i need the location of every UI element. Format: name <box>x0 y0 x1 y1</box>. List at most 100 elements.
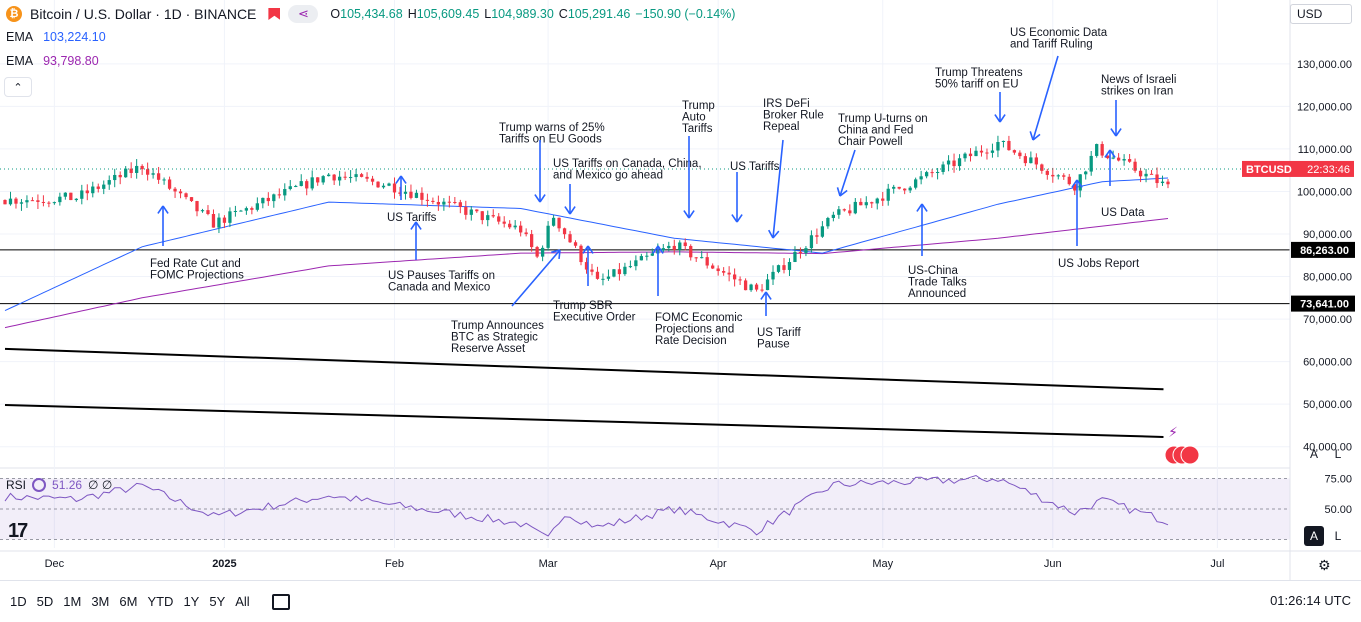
candle-body <box>8 198 13 205</box>
candle-body <box>990 150 995 153</box>
clock-readout[interactable]: 01:26:14 UTC <box>1270 593 1351 608</box>
candle-body <box>793 251 797 262</box>
arrowhead <box>1110 128 1117 137</box>
annotation[interactable]: US Tariffs on Canada, China,and Mexico g… <box>553 158 702 215</box>
ema-short-legend[interactable]: EMA 103,224.10 <box>6 30 106 44</box>
range-button-3m[interactable]: 3M <box>91 594 110 609</box>
flag-badge-icon[interactable] <box>1164 445 1200 465</box>
candle-body <box>30 200 35 202</box>
auto-scale-button[interactable]: A <box>1309 447 1318 461</box>
range-button-5y[interactable]: 5Y <box>209 594 226 609</box>
trend-line[interactable] <box>4 347 1164 391</box>
annotation-text: FOMC Projections <box>150 270 244 282</box>
arrowhead <box>736 214 743 223</box>
range-button-ytd[interactable]: YTD <box>147 594 174 609</box>
range-button-1d[interactable]: 1D <box>10 594 27 609</box>
share-icon[interactable]: ⋖ <box>288 5 319 23</box>
candle-body <box>820 226 825 237</box>
gear-icon[interactable]: ⚙ <box>1318 557 1331 573</box>
rsi-settings-icon[interactable] <box>32 478 47 492</box>
candle-body <box>497 216 501 222</box>
price-tick-label: 120,000.00 <box>1297 101 1352 113</box>
arrowhead <box>767 229 774 239</box>
rsi-log-scale-button[interactable]: L <box>1334 529 1342 543</box>
candle-body <box>848 210 852 214</box>
currency-select[interactable]: USD <box>1290 4 1352 24</box>
candle-body <box>519 225 523 233</box>
tradingview-logo-icon[interactable]: 17 <box>8 520 28 542</box>
time-tick-label: Jun <box>1044 558 1062 570</box>
annotation[interactable]: US Data <box>1101 149 1145 219</box>
arrowhead <box>564 206 571 215</box>
annotation[interactable]: Trump warns of 25%Tariffs on EU Goods <box>499 122 605 203</box>
candle-body <box>683 242 687 247</box>
rsi-legend[interactable]: RSI 51.26 ∅ ∅ <box>6 478 112 492</box>
rsi-tick-label: 75.00 <box>1324 474 1352 486</box>
arrowhead <box>534 194 541 203</box>
annotation-text: Trump Announces <box>451 320 544 332</box>
ema-long-legend[interactable]: EMA 93,798.80 <box>6 54 99 68</box>
annotation[interactable]: US Jobs Report <box>1058 179 1140 270</box>
annotation-text: Repeal <box>763 121 799 133</box>
collapse-legend-button[interactable]: ⌃ <box>4 77 32 97</box>
candle-body <box>387 183 391 186</box>
candle-body <box>1155 174 1159 184</box>
annotation-text: and Mexico go ahead <box>553 170 663 182</box>
range-button-1m[interactable]: 1M <box>63 594 82 609</box>
candle-body <box>743 280 748 291</box>
annotation[interactable]: US Tariffs <box>387 175 437 224</box>
flag-icon[interactable] <box>268 8 281 20</box>
candle-body <box>283 189 287 196</box>
candle-body <box>327 174 331 177</box>
candle-body <box>25 200 29 203</box>
calendar-icon[interactable] <box>271 593 290 610</box>
arrowhead <box>558 249 561 260</box>
arrowhead <box>836 187 841 197</box>
annotation-text: Announced <box>908 288 966 300</box>
candle-body <box>277 194 281 196</box>
annotation[interactable]: US Tariffs <box>730 161 780 223</box>
candle-body <box>782 265 786 270</box>
range-button-1y[interactable]: 1Y <box>183 594 200 609</box>
time-tick-label: May <box>872 558 893 570</box>
arrowhead <box>1104 149 1111 158</box>
arrowhead <box>652 245 659 254</box>
candle-body <box>480 211 484 221</box>
annotation-text: US Jobs Report <box>1058 258 1140 270</box>
candle-body <box>398 192 402 194</box>
range-button-6m[interactable]: 6M <box>119 594 138 609</box>
symbol-title[interactable]: Bitcoin / U.S. Dollar · 1D · BINANCE <box>30 6 257 22</box>
rsi-auto-scale-button[interactable]: A <box>1304 526 1324 546</box>
trend-line[interactable] <box>4 404 1164 438</box>
range-button-all[interactable]: All <box>235 594 250 609</box>
candle-body <box>272 194 276 202</box>
candle-body <box>716 268 720 272</box>
time-tick-label: Mar <box>539 558 558 570</box>
candle-body <box>52 202 57 204</box>
candle-body <box>464 206 468 215</box>
candle-body <box>1160 181 1165 184</box>
arrowhead <box>916 203 923 212</box>
horizontal-lines: 86,263.00 73,641.00 <box>0 241 1355 312</box>
candle-body <box>787 261 792 270</box>
alert-icon[interactable]: ⚡ <box>1168 423 1178 440</box>
log-scale-button[interactable]: L <box>1334 447 1342 461</box>
candle-body <box>617 269 622 275</box>
candle-body <box>310 177 314 189</box>
chart-canvas[interactable]: 75.00 50.00 86,263.00 73,641.00 Fed Rate C… <box>0 0 1361 580</box>
range-button-5d[interactable]: 5D <box>36 594 54 609</box>
candle-body <box>1051 174 1055 177</box>
